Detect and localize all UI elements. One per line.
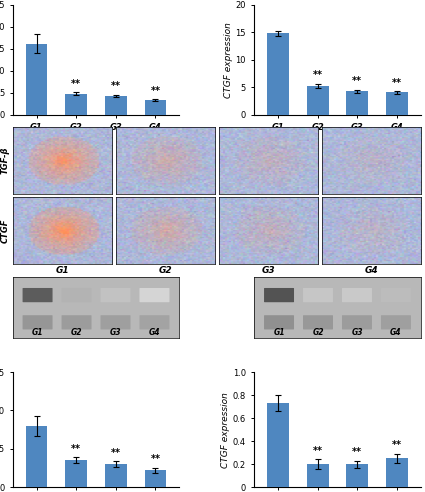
Text: **: ** xyxy=(392,440,402,450)
Text: G3: G3 xyxy=(110,328,121,337)
Bar xyxy=(346,464,368,487)
Text: G4: G4 xyxy=(149,328,160,337)
FancyBboxPatch shape xyxy=(303,288,333,302)
Text: **: ** xyxy=(111,82,121,92)
Text: G1: G1 xyxy=(273,328,285,337)
FancyBboxPatch shape xyxy=(62,288,91,302)
Text: **: ** xyxy=(150,86,161,95)
Text: **: ** xyxy=(71,79,81,89)
FancyBboxPatch shape xyxy=(23,288,53,302)
Bar xyxy=(26,426,48,487)
Bar xyxy=(105,96,127,115)
FancyBboxPatch shape xyxy=(264,315,294,330)
Bar xyxy=(307,464,329,487)
FancyBboxPatch shape xyxy=(139,315,170,330)
Text: G2: G2 xyxy=(71,328,82,337)
FancyBboxPatch shape xyxy=(342,288,372,302)
Text: **: ** xyxy=(392,78,402,88)
FancyBboxPatch shape xyxy=(303,315,333,330)
Bar xyxy=(386,459,408,487)
X-axis label: G2: G2 xyxy=(159,266,172,275)
Y-axis label: TGF-β: TGF-β xyxy=(1,147,10,174)
Text: G2: G2 xyxy=(312,328,324,337)
Bar xyxy=(105,464,127,487)
Bar xyxy=(144,470,167,487)
Bar xyxy=(144,100,167,115)
Bar xyxy=(386,92,408,115)
Text: **: ** xyxy=(111,448,121,458)
FancyBboxPatch shape xyxy=(100,288,130,302)
Text: **: ** xyxy=(313,446,323,456)
Bar xyxy=(346,91,368,115)
FancyBboxPatch shape xyxy=(100,315,130,330)
Bar xyxy=(307,86,329,115)
Text: **: ** xyxy=(313,70,323,81)
Text: **: ** xyxy=(150,455,161,464)
Text: G3: G3 xyxy=(351,328,363,337)
FancyBboxPatch shape xyxy=(139,288,170,302)
Bar xyxy=(65,93,87,115)
FancyBboxPatch shape xyxy=(381,315,411,330)
X-axis label: G3: G3 xyxy=(261,266,275,275)
Bar xyxy=(267,403,289,487)
Y-axis label: CTGF expression: CTGF expression xyxy=(224,22,232,98)
Bar xyxy=(26,44,48,115)
X-axis label: G4: G4 xyxy=(364,266,378,275)
FancyBboxPatch shape xyxy=(62,315,91,330)
Bar xyxy=(267,33,289,115)
Text: **: ** xyxy=(352,76,362,86)
Text: G4: G4 xyxy=(390,328,402,337)
Text: **: ** xyxy=(71,444,81,454)
FancyBboxPatch shape xyxy=(23,315,53,330)
FancyBboxPatch shape xyxy=(264,288,294,302)
FancyBboxPatch shape xyxy=(342,315,372,330)
Y-axis label: CTGF: CTGF xyxy=(1,218,10,243)
Bar xyxy=(65,460,87,487)
FancyBboxPatch shape xyxy=(381,288,411,302)
Text: G1: G1 xyxy=(32,328,43,337)
X-axis label: G1: G1 xyxy=(55,266,69,275)
Text: **: ** xyxy=(352,447,362,457)
Y-axis label: CTGF expression: CTGF expression xyxy=(221,392,230,467)
